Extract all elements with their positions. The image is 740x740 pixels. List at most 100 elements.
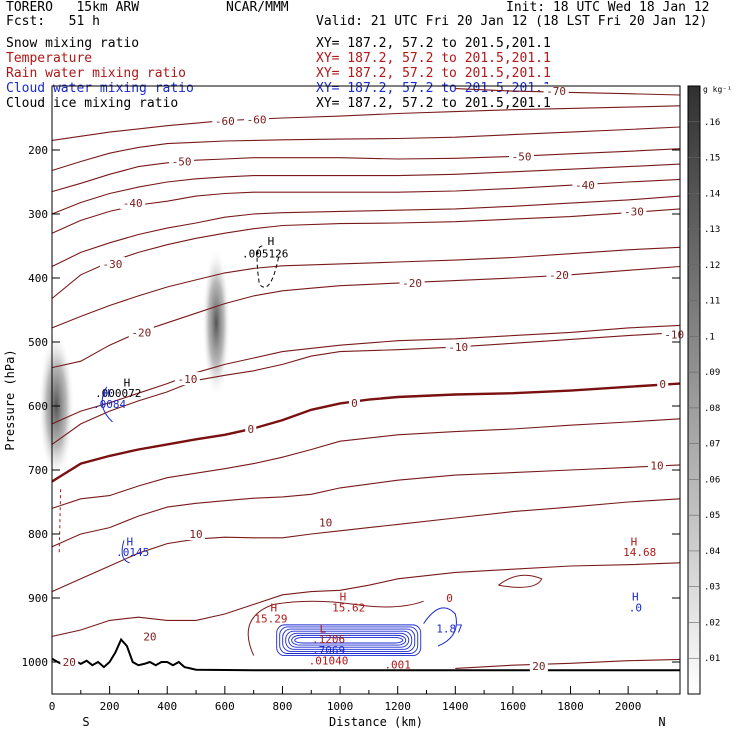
extremum-marker: H <box>271 602 278 615</box>
colorbar-tick-label: .03 <box>704 583 720 593</box>
valid-time: Valid: 21 UTC Fri 20 Jan 12 (18 LST Fri … <box>316 14 708 29</box>
temperature-label: 10 <box>319 516 332 529</box>
label-bg <box>445 340 471 354</box>
label-bg <box>399 276 425 290</box>
temperature-label: 10 <box>189 528 202 541</box>
colorbar-unit: g kg⁻¹ <box>703 85 732 94</box>
temperature-label: 0 <box>351 397 358 410</box>
label-bg <box>572 178 598 192</box>
label-bg <box>99 256 125 270</box>
x-tick-label: 1800 <box>557 700 584 713</box>
y-tick-label: 700 <box>28 464 48 477</box>
label-bg <box>529 658 548 672</box>
temperature-contour <box>51 195 681 267</box>
temperature-label: -20 <box>131 326 151 339</box>
y-tick-label: 400 <box>28 272 48 285</box>
cloud-water-contour <box>423 607 457 647</box>
colorbar-ramp <box>687 85 701 695</box>
temperature-label: -10 <box>177 373 197 386</box>
x-tick-label: 1200 <box>384 700 411 713</box>
field-label: Cloud water mixing ratio <box>6 81 194 96</box>
temperature-contour-0 <box>51 382 681 483</box>
x-tick-label: 800 <box>273 700 293 713</box>
label-bg <box>187 527 206 540</box>
label-bg <box>128 325 154 339</box>
x-tick-label: 1600 <box>500 700 527 713</box>
ice-contour <box>256 245 281 288</box>
extremum-marker: 15.29 <box>254 612 287 625</box>
field-label: Snow mixing ratio <box>6 36 140 51</box>
y-axis-label: Pressure (hPa) <box>3 349 17 450</box>
label-bg <box>543 84 569 98</box>
y-tick-label: 800 <box>28 528 48 541</box>
colorbar: .01 .02 .03 .04 .05 .06 .07 .08 .09 .1 .11 .12 .13 .1… <box>687 85 732 695</box>
temperature-label: -10 <box>664 328 684 341</box>
terrain-line <box>51 637 680 672</box>
temperature-label: -20 <box>549 269 569 282</box>
temperature-label: 20 <box>532 660 545 673</box>
x-axis-label: Distance (km) <box>329 715 423 729</box>
label-bg <box>348 395 360 409</box>
extremum-marker: H <box>631 536 638 549</box>
extremum-marker: H <box>103 387 110 400</box>
label-bg <box>169 154 195 168</box>
cloud-contours <box>101 386 543 657</box>
colorbar-tick-label: .08 <box>704 404 720 414</box>
contour-labels: -60 -60 -70 -50 -50 -40 -40 -30 -30 -20 -20 -20 -10 -… <box>60 84 687 673</box>
temperature-contour <box>51 418 681 509</box>
field-xy: XY= 187.2, 57.2 to 201.5,201.1 <box>316 96 551 111</box>
colorbar-tick-label: .06 <box>704 475 720 485</box>
temperature-contour <box>51 246 681 329</box>
temperature-label: 10 <box>650 460 663 473</box>
cloud-water-contour <box>101 386 113 423</box>
rain-contour <box>498 574 543 588</box>
rain-contour <box>247 600 424 656</box>
temperature-label: -50 <box>172 156 192 169</box>
label-bg <box>244 112 270 126</box>
axis-end-right: N <box>658 715 665 729</box>
cloud-water-contour <box>276 624 422 657</box>
cloud-water-contour <box>121 540 130 564</box>
extremum-marker: 15.62 <box>332 602 365 615</box>
colorbar-tick-label: .16 <box>704 118 720 128</box>
field-label: Rain water mixing ratio <box>6 66 187 81</box>
temperature-label: 20 <box>143 630 156 643</box>
x-tick-label: 400 <box>157 700 177 713</box>
terrain-profile <box>51 637 680 672</box>
temperature-label: -70 <box>546 85 566 98</box>
field-xy: XY= 187.2, 57.2 to 201.5,201.1 <box>316 81 551 96</box>
extremum-marker: .0145 <box>116 546 149 559</box>
y-tick-label: 900 <box>28 592 48 605</box>
temperature-contour <box>51 324 681 425</box>
cloud-water-contour <box>288 632 410 648</box>
field-label: Cloud ice mixing ratio <box>6 96 179 111</box>
field-label: Temperature <box>6 51 93 66</box>
colorbar-tick-label: .02 <box>704 618 720 628</box>
extremum-marker: H <box>124 376 131 389</box>
label-bg <box>546 267 572 281</box>
extremum-marker: .000072 <box>95 387 141 400</box>
extremum-marker: .7069 <box>312 644 345 657</box>
cloud-water-contour <box>291 634 407 646</box>
label-bg <box>120 196 146 210</box>
colorbar-tick-label: .09 <box>704 368 720 378</box>
label-bg <box>174 372 200 386</box>
colorbar-tick-label: .14 <box>704 189 720 199</box>
cloud-water-contour <box>279 626 419 654</box>
temperature-contour-10 <box>51 464 681 548</box>
snow-shade <box>202 247 231 398</box>
label-bg <box>245 422 257 436</box>
temperature-label: -30 <box>624 205 644 218</box>
temperature-label: -40 <box>575 179 595 192</box>
temperature-contour <box>51 498 681 593</box>
extremum-marker: L <box>319 623 326 636</box>
label-bg <box>60 655 79 668</box>
forecast-hour: Fcst: 51 h <box>6 14 100 29</box>
extremum-marker: 0 <box>446 592 453 605</box>
colorbar-tick-label: .12 <box>704 261 720 271</box>
org-label: NCAR/MMM <box>226 0 289 15</box>
cloud-water-contour <box>294 637 404 644</box>
temperature-label: -20 <box>402 277 422 290</box>
x-tick-label: 1000 <box>327 700 354 713</box>
